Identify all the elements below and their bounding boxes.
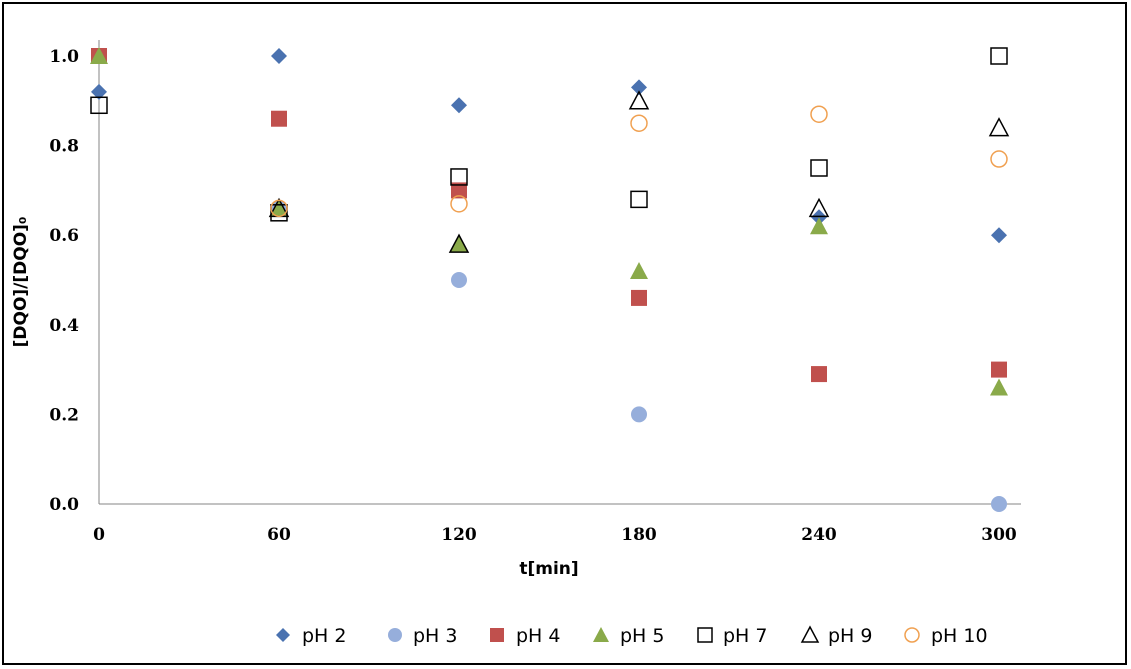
x-tick-label: 120 xyxy=(441,525,477,545)
data-point xyxy=(988,117,1010,137)
data-point xyxy=(808,197,830,218)
data-point xyxy=(451,182,467,199)
data-point xyxy=(630,262,648,280)
y-tick-label: 0.0 xyxy=(49,495,79,515)
legend-marker xyxy=(593,627,609,642)
data-point xyxy=(811,366,827,383)
data-point xyxy=(270,204,288,222)
y-tick-labels: 0.0 0.2 0.4 0.6 0.8 1.0 xyxy=(49,47,79,515)
x-tick-label: 180 xyxy=(621,525,657,545)
data-point xyxy=(990,378,1008,396)
data-points xyxy=(90,47,1010,512)
y-tick-label: 0.8 xyxy=(49,137,79,157)
data-point xyxy=(450,168,468,186)
axes xyxy=(98,40,1021,505)
legend-item: pH 3 xyxy=(388,625,457,647)
x-axis-title: t[min] xyxy=(519,559,578,579)
legend-marker xyxy=(388,628,402,642)
data-point xyxy=(448,233,470,253)
legend-label: pH 5 xyxy=(620,625,664,647)
y-axis-title: [DQO]/[DQO]₀ xyxy=(11,217,31,348)
y-tick-label: 0.2 xyxy=(49,405,79,425)
data-point xyxy=(271,110,287,127)
data-point xyxy=(90,47,108,64)
legend-marker xyxy=(697,627,713,643)
x-tick-label: 60 xyxy=(267,525,291,545)
x-tick-labels: 0 60 120 180 240 300 xyxy=(93,525,1017,545)
data-point xyxy=(991,496,1007,512)
legend-item: pH 10 xyxy=(904,625,988,647)
legend-item: pH 7 xyxy=(697,625,767,647)
legend-label: pH 7 xyxy=(723,625,767,647)
legend-marker xyxy=(276,628,290,642)
legend-label: pH 9 xyxy=(828,625,872,647)
legend-label: pH 2 xyxy=(302,625,346,647)
data-point xyxy=(810,105,828,123)
y-tick-label: 1.0 xyxy=(49,47,79,67)
legend-marker xyxy=(904,627,920,643)
series-ph-7 xyxy=(90,47,1008,222)
legend-item: pH 5 xyxy=(593,625,664,647)
data-point xyxy=(450,195,468,213)
data-point xyxy=(631,406,647,423)
data-point xyxy=(630,114,648,132)
legend-label: pH 4 xyxy=(516,625,560,647)
data-point xyxy=(990,47,1008,65)
data-point xyxy=(270,199,288,218)
legend-item: pH 4 xyxy=(490,625,560,647)
data-point xyxy=(810,217,828,235)
data-point xyxy=(630,190,648,209)
series-ph-2 xyxy=(91,48,1007,244)
series-ph-3 xyxy=(271,200,1007,512)
x-tick-label: 300 xyxy=(981,525,1017,545)
data-point xyxy=(628,90,650,110)
legend-label: pH 10 xyxy=(931,625,988,647)
data-point xyxy=(270,199,288,217)
data-point xyxy=(451,272,467,288)
data-point xyxy=(631,289,647,306)
legend-item: pH 2 xyxy=(276,625,346,647)
legend-label: pH 3 xyxy=(413,625,457,647)
data-point xyxy=(271,48,287,64)
y-tick-label: 0.6 xyxy=(49,226,79,246)
data-point xyxy=(991,361,1007,378)
data-point xyxy=(451,97,467,114)
legend-marker xyxy=(800,625,820,643)
x-tick-label: 0 xyxy=(93,525,105,545)
data-point xyxy=(631,79,647,96)
data-point xyxy=(90,96,108,115)
data-point xyxy=(91,83,107,100)
series-ph-5 xyxy=(90,47,1008,396)
legend: pH 2 pH 3 pH 4 pH 5 pH 7 pH 9 pH 10 xyxy=(276,625,988,647)
data-point xyxy=(810,159,828,177)
legend-item: pH 9 xyxy=(800,625,872,647)
data-point xyxy=(991,227,1007,244)
series-ph-10 xyxy=(270,105,1008,218)
data-point xyxy=(450,235,468,253)
y-tick-label: 0.4 xyxy=(49,316,79,336)
series-ph-4 xyxy=(91,48,1007,383)
data-point xyxy=(990,150,1008,168)
legend-marker xyxy=(490,628,504,642)
x-tick-label: 240 xyxy=(801,525,837,545)
